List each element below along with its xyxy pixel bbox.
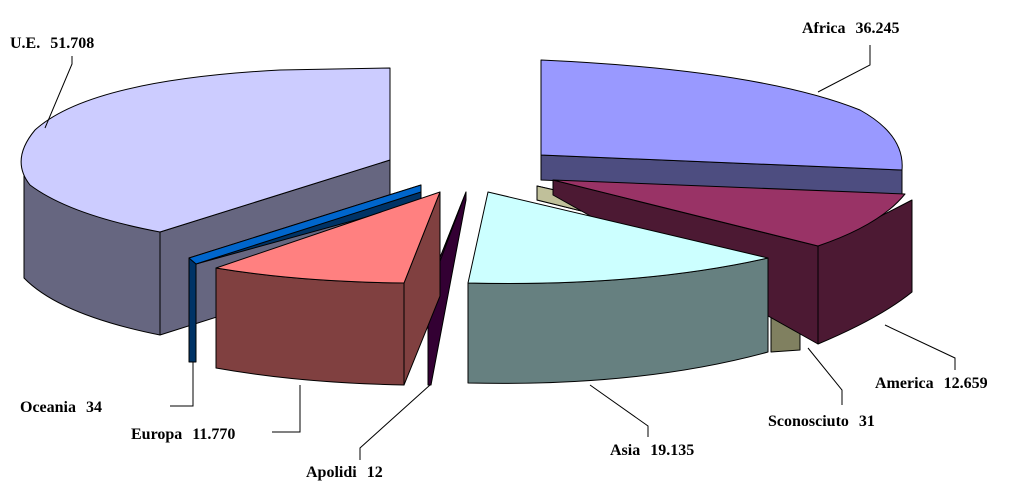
slice-europa-side bbox=[215, 267, 405, 386]
slice-label-apolidi-value: 12 bbox=[367, 464, 383, 481]
slice-label-america-value: 12.659 bbox=[944, 375, 988, 392]
slice-label-asia: Asia 19.135 bbox=[610, 442, 694, 459]
slice-oceania bbox=[188, 184, 422, 363]
leader-line-asia bbox=[589, 384, 649, 437]
slice-label-africa-name: Africa bbox=[802, 20, 846, 37]
slice-u-e-side bbox=[23, 161, 161, 336]
slice-label-apolidi-name: Apolidi bbox=[306, 464, 357, 481]
slice-label-oceania-name: Oceania bbox=[20, 399, 76, 416]
slice-america bbox=[552, 179, 913, 345]
slice-label-apolidi: Apolidi 12 bbox=[306, 464, 383, 481]
leader-line-america bbox=[884, 324, 956, 370]
slice-label-ue-value: 51.708 bbox=[50, 35, 94, 52]
slice-label-ue-name: U.E. bbox=[10, 35, 40, 52]
slice-label-europa: Europa 11.770 bbox=[131, 426, 235, 443]
slice-oceania-top bbox=[188, 184, 422, 265]
slice-label-america: America 12.659 bbox=[875, 375, 988, 392]
leader-line-u-e bbox=[44, 56, 73, 129]
slice-label-europa-value: 11.770 bbox=[192, 426, 235, 443]
slice-africa bbox=[540, 59, 903, 196]
leader-line-oceania bbox=[170, 362, 194, 407]
slice-label-ue: U.E. 51.708 bbox=[10, 35, 94, 52]
slice-asia bbox=[467, 191, 769, 384]
slice-africa-top bbox=[540, 59, 903, 171]
leader-line-apolidi bbox=[359, 384, 431, 460]
slice-label-africa: Africa 36.245 bbox=[802, 20, 900, 37]
slice-europa bbox=[215, 191, 441, 386]
slice-label-oceania: Oceania 34 bbox=[20, 399, 102, 416]
leader-lines bbox=[44, 45, 956, 460]
slice-asia-top bbox=[467, 191, 769, 284]
svg-text:U.E.51.708: U.E. 51.708 bbox=[10, 35, 94, 52]
slice-u-e-top bbox=[20, 67, 391, 233]
slice-label-africa-value: 36.245 bbox=[856, 20, 900, 37]
slice-label-europa-name: Europa bbox=[131, 426, 182, 443]
slice-europa-top bbox=[215, 191, 441, 284]
slice-label-america-name: America bbox=[875, 375, 934, 392]
slice-label-sconosciuto-value: 31 bbox=[859, 413, 875, 430]
slice-label-asia-name: Asia bbox=[610, 442, 640, 459]
pie-slices bbox=[20, 59, 913, 386]
slice-label-sconosciuto-name: Sconosciuto bbox=[768, 413, 849, 430]
leader-line-europa bbox=[272, 385, 301, 433]
slice-label-sconosciuto: Sconosciuto 31 bbox=[768, 413, 875, 430]
slice-america-top bbox=[552, 179, 906, 247]
leader-line-sconosciuto bbox=[807, 347, 843, 405]
slice-label-asia-value: 19.135 bbox=[650, 442, 694, 459]
leader-line-africa bbox=[817, 45, 871, 93]
slice-label-oceania-value: 34 bbox=[86, 399, 102, 416]
